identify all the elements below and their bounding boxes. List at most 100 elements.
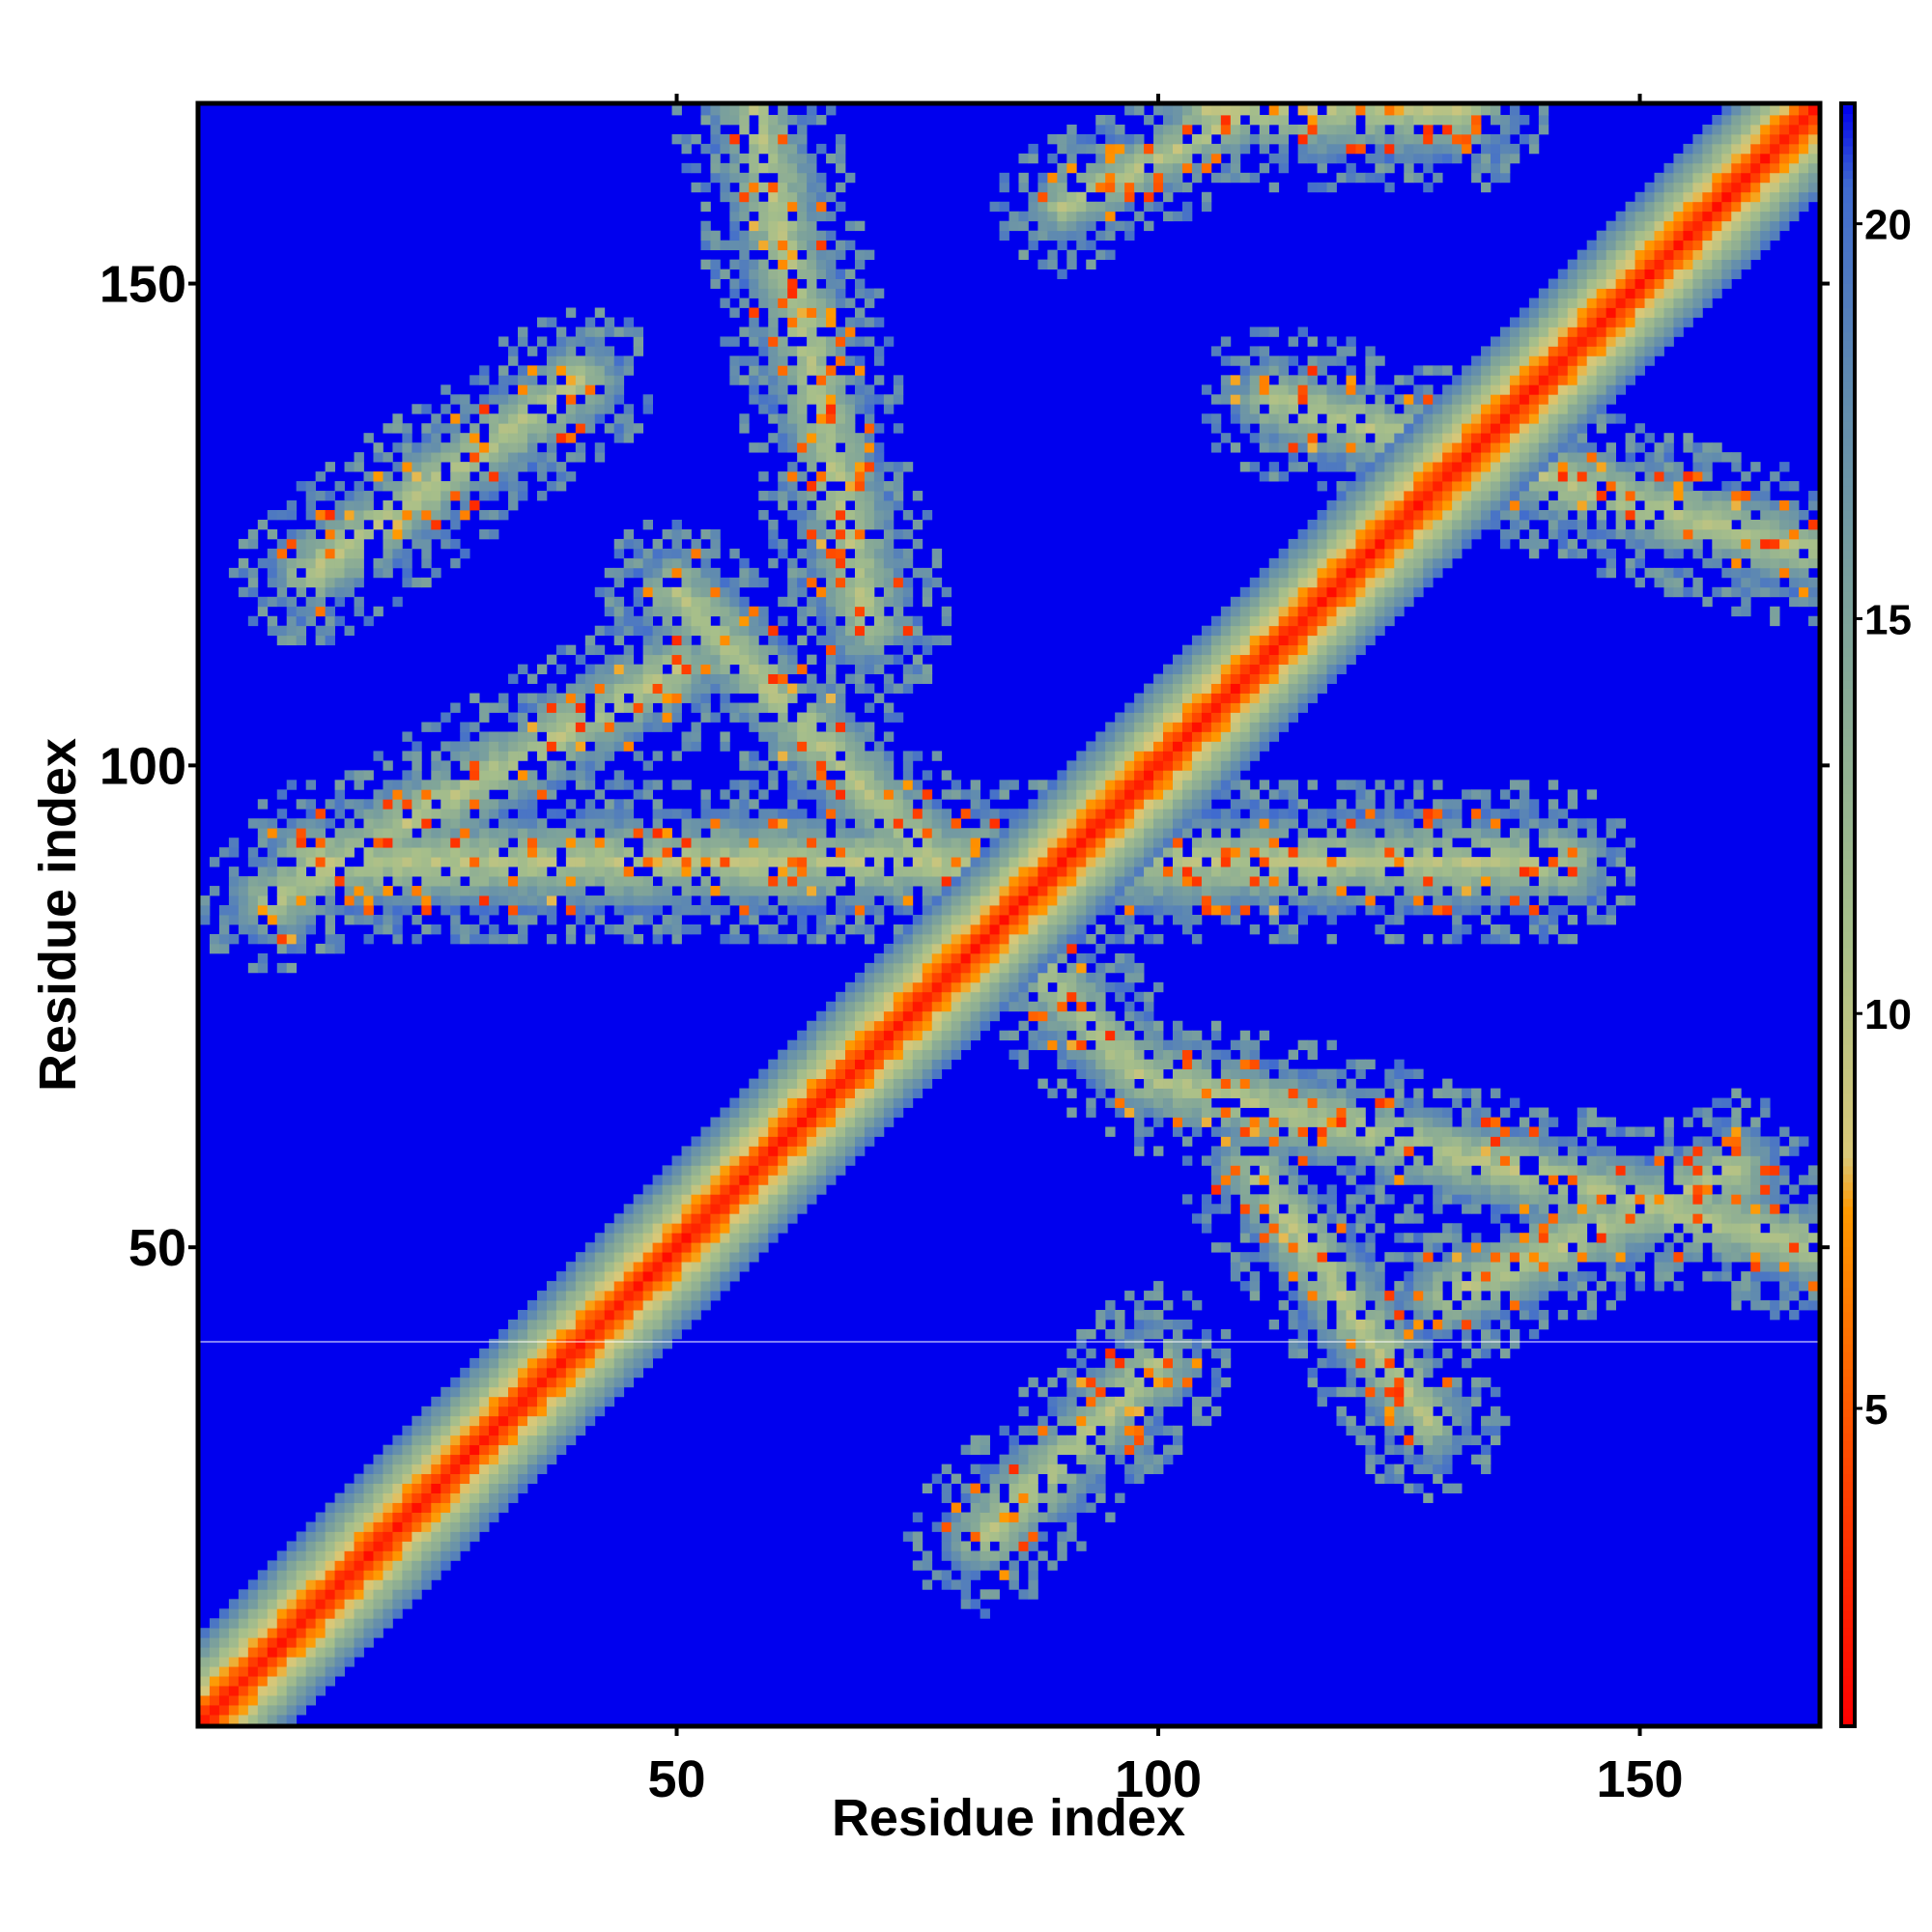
heatmap-cell (604, 606, 615, 617)
heatmap-cell (296, 1531, 307, 1542)
heatmap-cell (1057, 143, 1067, 155)
heatmap-cell (508, 1463, 519, 1475)
heatmap-cell (613, 625, 625, 637)
heatmap-cell (999, 972, 1009, 983)
heatmap-cell (912, 923, 923, 935)
heatmap-cell (450, 462, 461, 472)
heatmap-cell (1057, 1078, 1067, 1089)
heatmap-cell (363, 818, 374, 829)
heatmap-cell (1076, 1406, 1087, 1417)
heatmap-cell (836, 413, 846, 424)
heatmap-cell (883, 519, 895, 530)
heatmap-cell (440, 886, 451, 896)
heatmap-cell (508, 1425, 519, 1436)
heatmap-cell (642, 1348, 653, 1359)
heatmap-cell (758, 133, 769, 145)
heatmap-cell (1095, 1030, 1106, 1041)
heatmap-cell (883, 943, 895, 954)
heatmap-cell (941, 1521, 952, 1532)
heatmap-cell (854, 1097, 866, 1108)
heatmap-cell (768, 702, 779, 713)
heatmap-cell (922, 828, 933, 838)
heatmap-cell (489, 731, 499, 742)
heatmap-cell (518, 905, 528, 916)
heatmap-cell (1076, 1435, 1087, 1446)
heatmap-cell (787, 1068, 798, 1079)
heatmap-cell (315, 567, 327, 579)
heatmap-cell (652, 577, 663, 588)
heatmap-cell (749, 182, 759, 193)
heatmap-cell (315, 548, 327, 559)
heatmap-cell (1105, 1512, 1116, 1522)
heatmap-cell (421, 433, 432, 443)
heatmap-cell (383, 1541, 393, 1551)
heatmap-cell (912, 780, 923, 790)
heatmap-cell (845, 557, 856, 569)
heatmap-cell (652, 1223, 663, 1234)
heatmap-cell (768, 809, 779, 819)
heatmap-cell (652, 923, 663, 935)
heatmap-cell (642, 886, 653, 896)
heatmap-cell (787, 557, 798, 569)
heatmap-cell (1028, 1377, 1038, 1388)
heatmap-cell (518, 857, 528, 867)
heatmap-cell (652, 1242, 663, 1253)
heatmap-cell (498, 1502, 509, 1513)
heatmap-cell (826, 471, 837, 482)
heatmap-cell (623, 780, 635, 790)
heatmap-cell (951, 828, 962, 838)
heatmap-cell (729, 876, 740, 887)
heatmap-cell (421, 828, 432, 838)
heatmap-cell (787, 895, 798, 906)
heatmap-cell (797, 1039, 808, 1051)
heatmap-cell (960, 789, 972, 800)
heatmap-cell (864, 1078, 875, 1089)
heatmap-cell (1028, 143, 1038, 155)
heatmap-cell (1076, 172, 1087, 184)
heatmap-cell (662, 1281, 672, 1292)
heatmap-cell (710, 1204, 721, 1214)
heatmap-cell (1086, 1396, 1096, 1407)
heatmap-cell (739, 625, 750, 637)
heatmap-cell (1047, 943, 1058, 954)
heatmap-cell (1028, 972, 1038, 983)
heatmap-cell (431, 500, 441, 511)
heatmap-cell (1028, 818, 1038, 829)
heatmap-cell (440, 1444, 451, 1456)
heatmap-cell (749, 327, 759, 337)
heatmap-cell (758, 1175, 769, 1185)
heatmap-cell (363, 770, 374, 781)
heatmap-cell (864, 1068, 875, 1079)
heatmap-cell (758, 1136, 769, 1147)
heatmap-cell (1086, 838, 1096, 848)
heatmap-cell (228, 1599, 240, 1609)
heatmap-cell (1047, 201, 1058, 213)
heatmap-cell (1028, 838, 1038, 848)
heatmap-cell (893, 847, 904, 858)
heatmap-cell (546, 838, 557, 848)
heatmap-cell (1105, 1377, 1116, 1388)
heatmap-cell (931, 557, 943, 569)
heatmap-cell (479, 1425, 490, 1436)
heatmap-cell (922, 838, 933, 848)
heatmap-cell (797, 317, 808, 327)
heatmap-cell (642, 857, 653, 867)
heatmap-cell (854, 1049, 866, 1061)
heatmap-cell (912, 567, 923, 579)
heatmap-cell (334, 1637, 345, 1648)
heatmap-cell (883, 481, 895, 492)
heatmap-cell (1028, 981, 1038, 993)
heatmap-cell (671, 105, 682, 116)
heatmap-cell (826, 702, 837, 713)
heatmap-cell (489, 770, 499, 781)
heatmap-cell (787, 114, 798, 126)
heatmap-cell (594, 1357, 606, 1369)
heatmap-cell (238, 1628, 249, 1638)
heatmap-cell (421, 1550, 432, 1561)
heatmap-cell (854, 981, 866, 993)
heatmap-cell (594, 442, 606, 453)
heatmap-cell (729, 809, 740, 819)
heatmap-cell (450, 702, 461, 713)
heatmap-cell (912, 991, 923, 1003)
heatmap-cell (460, 1425, 470, 1436)
